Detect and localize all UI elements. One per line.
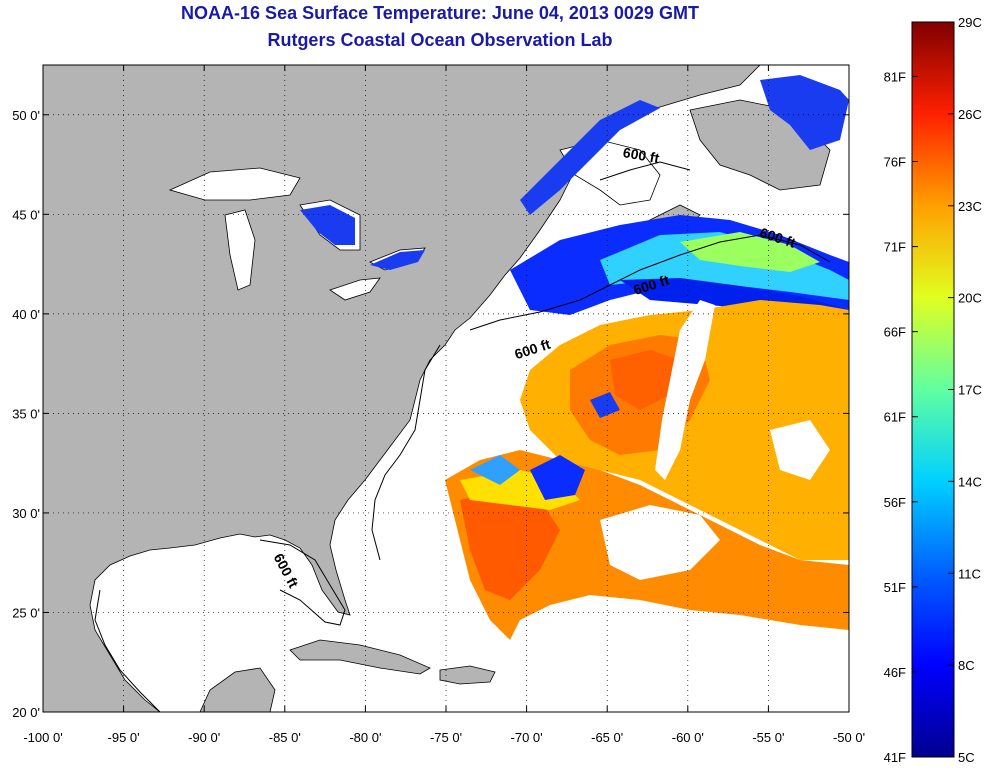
lon-tick-label: -100 0' <box>23 730 62 745</box>
colorbar-f-label: 71F <box>884 240 906 255</box>
colorbar-f-label: 76F <box>884 155 906 170</box>
lat-tick-label: 50 0' <box>12 108 40 123</box>
colorbar-c-label: 14C <box>958 474 982 489</box>
lon-tick-label: -80 0' <box>349 730 381 745</box>
colorbar-c-label: 8C <box>958 658 975 673</box>
contour-600ft <box>94 161 831 712</box>
colorbar <box>911 21 955 758</box>
lon-tick-label: -85 0' <box>269 730 301 745</box>
land-yucatan <box>199 667 276 712</box>
lat-axis: 20 0' 25 0' 30 0' 35 0' 40 0' 45 0' 50 0' <box>12 108 849 720</box>
colorbar-f-label: 81F <box>884 69 906 84</box>
lon-axis: -100 0' -95 0' -90 0' -85 0' -80 0' -75 0' -70… <box>23 65 865 745</box>
sst-data <box>300 75 849 640</box>
lat-tick-label: 35 0' <box>12 406 40 421</box>
page-subtitle: Rutgers Coastal Ocean Observation Lab <box>267 30 613 50</box>
colorbar-f-label: 51F <box>884 580 906 595</box>
lat-tick-label: 45 0' <box>12 207 40 222</box>
lon-tick-label: -50 0' <box>833 730 865 745</box>
land-hispaniola <box>439 665 496 685</box>
lat-tick-label: 30 0' <box>12 506 40 521</box>
lat-tick-label: 25 0' <box>12 605 40 620</box>
colorbar-c-label: 11C <box>958 566 981 581</box>
land-north-america <box>43 65 761 712</box>
colorbar-c-label: 23C <box>958 199 982 214</box>
lon-tick-label: -60 0' <box>672 730 704 745</box>
colorbar-c-label: 5C <box>958 750 975 765</box>
lon-tick-label: -75 0' <box>430 730 462 745</box>
lat-tick-label: 20 0' <box>12 705 40 720</box>
colorbar-f-label: 61F <box>884 410 906 425</box>
colorbar-c-label: 29C <box>958 15 982 30</box>
lon-tick-label: -65 0' <box>591 730 623 745</box>
colorbar-f-label: 56F <box>884 495 906 510</box>
lon-tick-label: -90 0' <box>188 730 220 745</box>
colorbar-c-label: 17C <box>958 383 982 398</box>
lon-tick-label: -70 0' <box>511 730 543 745</box>
colorbar-f-label: 66F <box>884 325 906 340</box>
colorbar-c-label: 20C <box>958 291 982 306</box>
contour-label: 600 ft <box>622 144 661 166</box>
lon-tick-label: -95 0' <box>108 730 140 745</box>
land-cuba <box>289 639 431 675</box>
page-title: NOAA-16 Sea Surface Temperature: June 04… <box>181 3 699 23</box>
colorbar-f-label: 41F <box>884 750 906 765</box>
colorbar-celsius-labels: 5C 8C 11C 14C 17C 20C 23C 26C 29C <box>948 15 982 765</box>
colorbar-c-label: 26C <box>958 107 982 122</box>
colorbar-fahrenheit-labels: 41F 46F 51F 56F 61F 66F 71F 76F 81F <box>884 69 918 765</box>
lat-tick-label: 40 0' <box>12 307 40 322</box>
colorbar-f-label: 46F <box>884 665 906 680</box>
lon-tick-label: -55 0' <box>752 730 784 745</box>
